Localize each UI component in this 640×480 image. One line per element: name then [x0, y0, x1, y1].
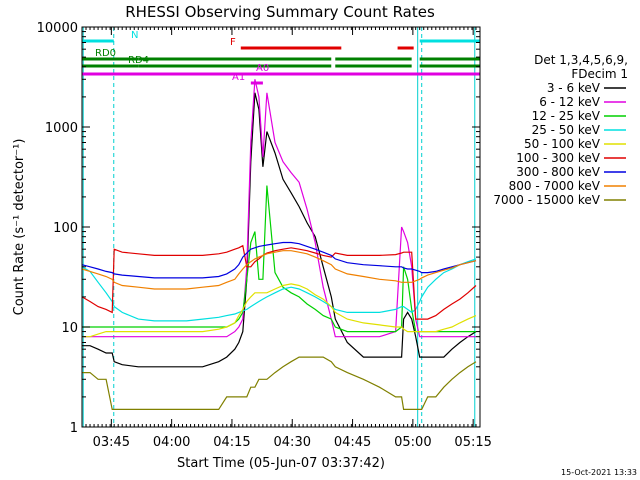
y-tick-label-0: 1	[70, 421, 78, 436]
legend-label-6: 300 - 800 keV	[516, 165, 600, 179]
x-axis-label: Start Time (05-Jun-07 03:37:42)	[177, 456, 385, 471]
legend-label-5: 100 - 300 keV	[516, 151, 600, 165]
x-tick-label-6: 05:15	[454, 435, 491, 450]
chart-title: RHESSI Observing Summary Count Rates	[125, 3, 435, 21]
plot-area: N F RD0 RD4 A1 A0	[81, 27, 480, 427]
x-tick-label-0: 03:45	[93, 435, 130, 450]
x-tick-label-1: 04:00	[153, 435, 190, 450]
legend-header-line-2: FDecim 1	[571, 67, 628, 81]
flag-label-rd4: RD4	[128, 55, 149, 66]
series-line-7	[81, 250, 477, 290]
series-line-3	[81, 258, 477, 322]
legend-header-line-1: Det 1,3,4,5,6,9,	[534, 53, 628, 67]
legend-label-3: 25 - 50 keV	[532, 123, 601, 137]
x-tick-label-3: 04:30	[274, 435, 311, 450]
flag-label-a0: A0	[256, 63, 269, 74]
legend-label-1: 6 - 12 keV	[539, 95, 601, 109]
y-tick-label-4: 10000	[37, 21, 78, 36]
series-line-5	[81, 244, 477, 320]
flag-label-rd0: RD0	[95, 48, 116, 59]
y-tick-label-3: 1000	[45, 121, 78, 136]
y-axis-label: Count Rate (s⁻¹ detector⁻¹)	[12, 139, 27, 316]
x-tick-label-4: 04:45	[334, 435, 371, 450]
legend-label-8: 7000 - 15000 keV	[493, 193, 600, 207]
flag-label-a1: A1	[232, 72, 245, 83]
series-line-0	[82, 92, 477, 368]
y-tick-label-1: 10	[61, 321, 78, 336]
y-tick-label-2: 100	[53, 221, 78, 236]
series-line-4	[82, 283, 477, 338]
legend-label-4: 50 - 100 keV	[524, 137, 601, 151]
flag-label-n: N	[131, 30, 138, 41]
series-line-1	[82, 79, 476, 338]
flag-label-f: F	[230, 37, 236, 48]
legend-label-0: 3 - 6 keV	[547, 81, 601, 95]
legend-label-7: 800 - 7000 keV	[509, 179, 601, 193]
series-line-8	[82, 356, 477, 410]
series-line-6	[81, 241, 477, 279]
timestamp: 15-Oct-2021 13:33	[561, 468, 637, 477]
x-tick-label-5: 05:00	[394, 435, 431, 450]
axes: 1 10 100 1000 10000 03:45 04:00 04:15 04:30 04:45…	[37, 21, 492, 450]
legend-label-2: 12 - 25 keV	[532, 109, 601, 123]
x-tick-label-2: 04:15	[213, 435, 250, 450]
